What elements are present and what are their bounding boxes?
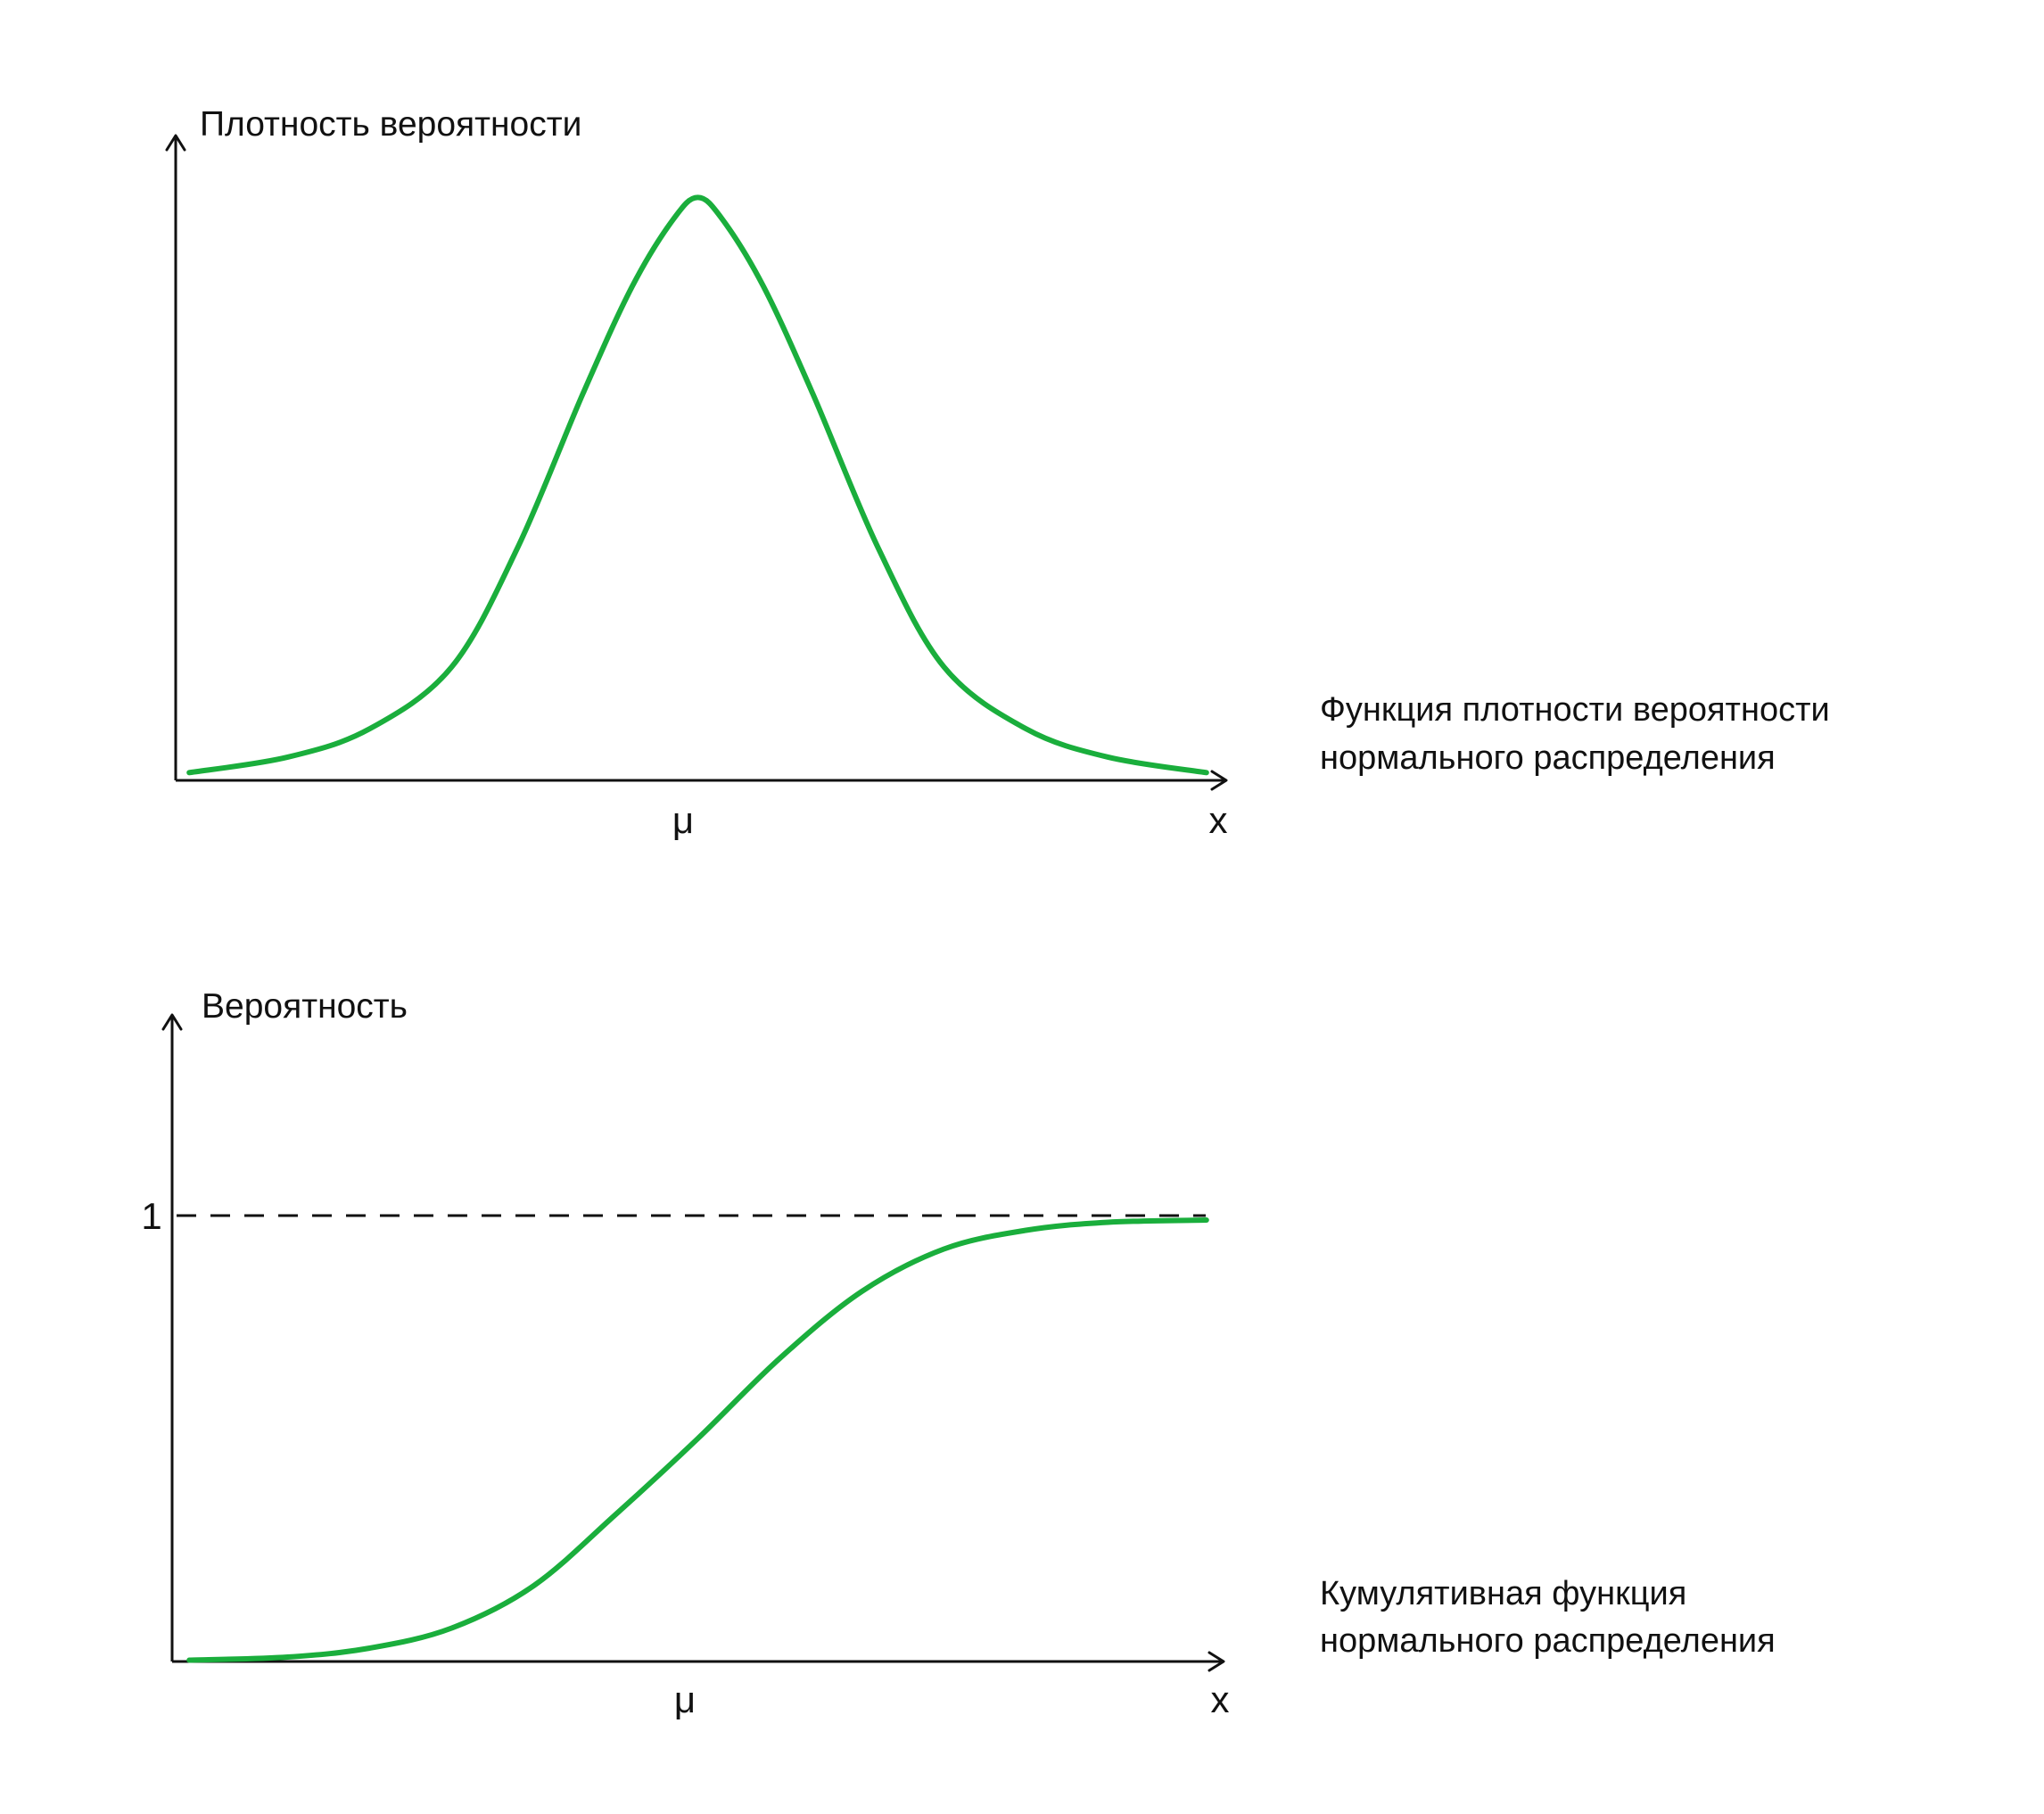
pdf-series-line xyxy=(186,194,1209,776)
cdf-title-line-1: Кумулятивная функция xyxy=(1320,1575,1686,1612)
cdf-x-axis-label: x xyxy=(1211,1678,1230,1720)
cdf-y-axis-arrow xyxy=(161,1013,183,1031)
pdf-chart: Плотность вероятности μ x Функция плотно… xyxy=(165,105,1830,841)
cdf-y-tick-1: 1 xyxy=(141,1195,161,1237)
pdf-x-axis-label: x xyxy=(1209,799,1228,841)
pdf-title-line-1: Функция плотности вероятности xyxy=(1320,691,1830,729)
pdf-title-line-2: нормального распределения xyxy=(1320,739,1776,777)
pdf-x-axis-arrow xyxy=(1210,770,1228,791)
pdf-x-tick-mu: μ xyxy=(672,799,694,841)
pdf-y-axis-label: Плотность вероятности xyxy=(200,105,581,144)
cdf-chart: Вероятность 1 μ x Кумулятивная функция н… xyxy=(141,987,1775,1720)
cdf-series-line xyxy=(186,1217,1209,1663)
pdf-y-axis-arrow xyxy=(165,134,186,152)
cdf-title-line-2: нормального распределения xyxy=(1320,1622,1776,1660)
cdf-y-axis-label: Вероятность xyxy=(202,987,408,1026)
cdf-x-tick-mu: μ xyxy=(674,1678,696,1720)
cdf-x-axis-arrow xyxy=(1207,1651,1225,1672)
